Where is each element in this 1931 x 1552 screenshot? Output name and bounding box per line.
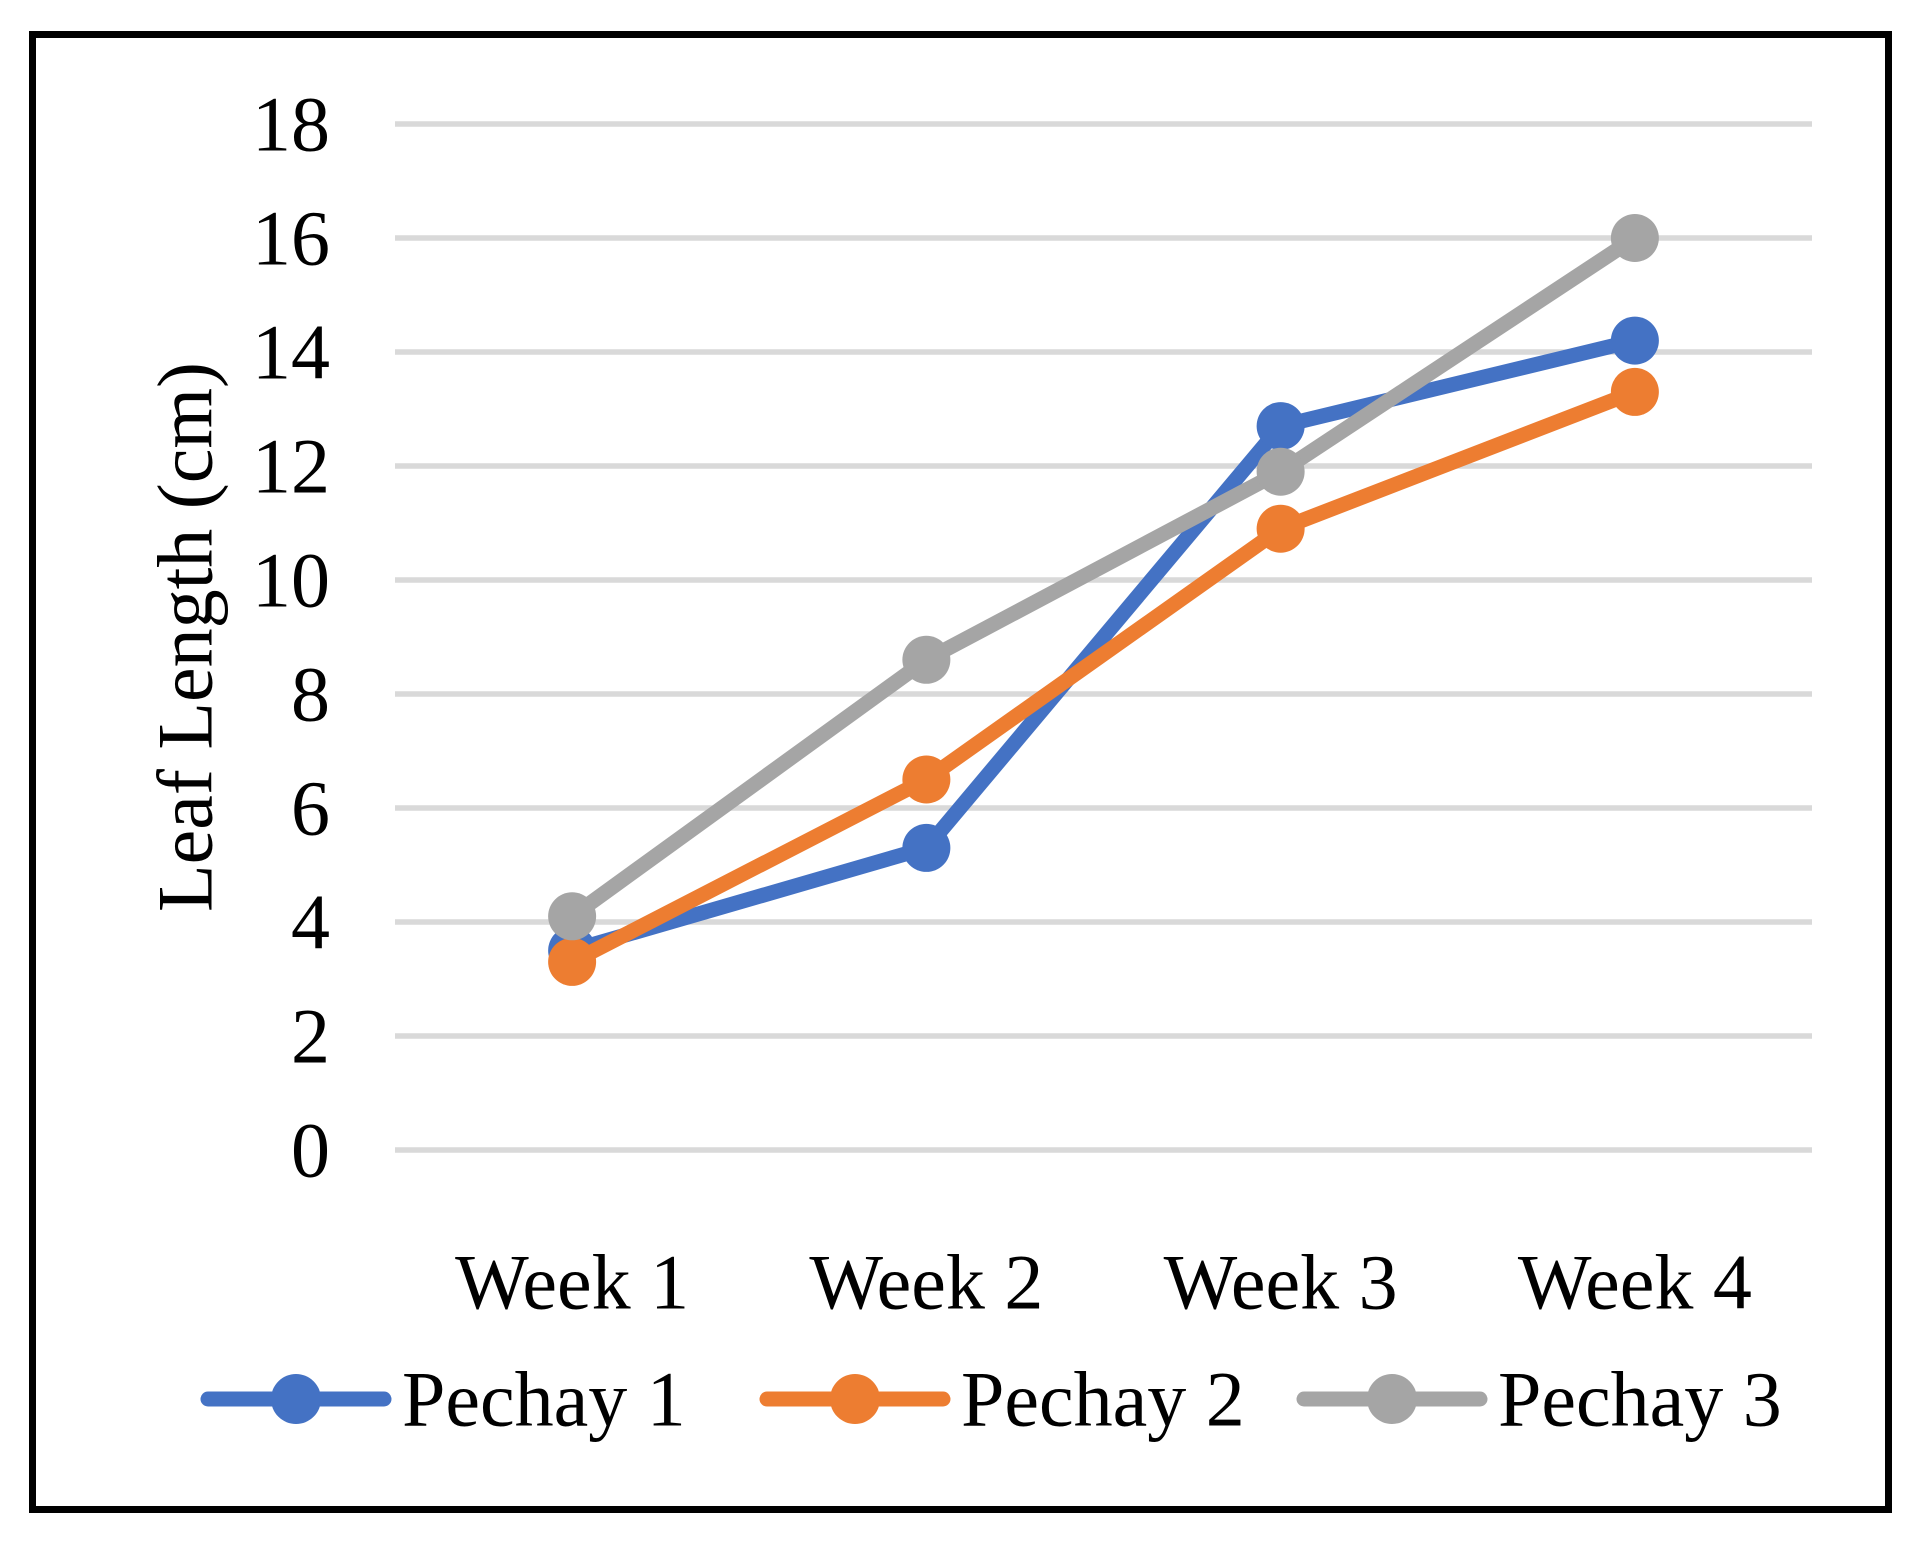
legend-key-marker	[271, 1374, 321, 1424]
gridlines-group	[395, 121, 1812, 1153]
y-tick-label: 2	[291, 993, 330, 1080]
legend-key-marker	[830, 1374, 880, 1424]
y-tick-label: 14	[252, 309, 330, 396]
x-category-label: Week 4	[1518, 1239, 1752, 1326]
y-tick-label: 16	[252, 195, 330, 282]
data-point-marker	[548, 892, 597, 941]
legend-label: Pechay 2	[961, 1356, 1245, 1443]
series-pechay-3	[548, 214, 1659, 941]
data-point-marker	[902, 755, 951, 804]
legend-label: Pechay 1	[402, 1356, 686, 1443]
data-point-marker	[548, 937, 597, 986]
data-point-marker	[1610, 214, 1659, 262]
data-point-marker	[1256, 447, 1305, 496]
series-line	[564, 333, 1643, 958]
x-category-label: Week 2	[809, 1239, 1043, 1326]
series-pechay-2	[548, 367, 1659, 986]
data-point-marker	[902, 635, 951, 684]
y-tick-label: 12	[252, 423, 330, 510]
series-line	[564, 230, 1643, 924]
data-point-marker	[1256, 504, 1305, 553]
legend-label: Pechay 3	[1498, 1356, 1782, 1443]
data-point-marker	[1256, 402, 1305, 451]
data-point-marker	[1610, 316, 1659, 365]
data-point-marker	[902, 823, 951, 872]
legend-item: Pechay 3	[1296, 1356, 1782, 1443]
y-tick-label: 10	[252, 537, 330, 624]
x-axis-category-labels-group: Week 1 Week 2 Week 3 Week 4	[455, 1239, 1752, 1326]
y-tick-label: 6	[291, 765, 330, 852]
legend-item: Pechay 2	[759, 1356, 1245, 1443]
data-point-marker	[1610, 367, 1659, 416]
y-tick-label: 8	[291, 651, 330, 738]
legend-key-marker	[1367, 1374, 1417, 1424]
y-axis-title: Leaf Length (cm)	[142, 362, 229, 912]
x-category-label: Week 1	[455, 1239, 689, 1326]
x-category-label: Week 3	[1164, 1239, 1398, 1326]
series-line	[564, 384, 1643, 970]
legend: Pechay 1 Pechay 2 Pechay 3	[200, 1356, 1782, 1443]
y-tick-label: 4	[291, 879, 330, 966]
legend-item: Pechay 1	[200, 1356, 686, 1443]
y-tick-label: 18	[252, 81, 330, 168]
y-axis-tick-labels-group: 0 2 4 6 8 10 12 14 16 18	[252, 81, 330, 1194]
y-tick-label: 0	[291, 1107, 330, 1194]
